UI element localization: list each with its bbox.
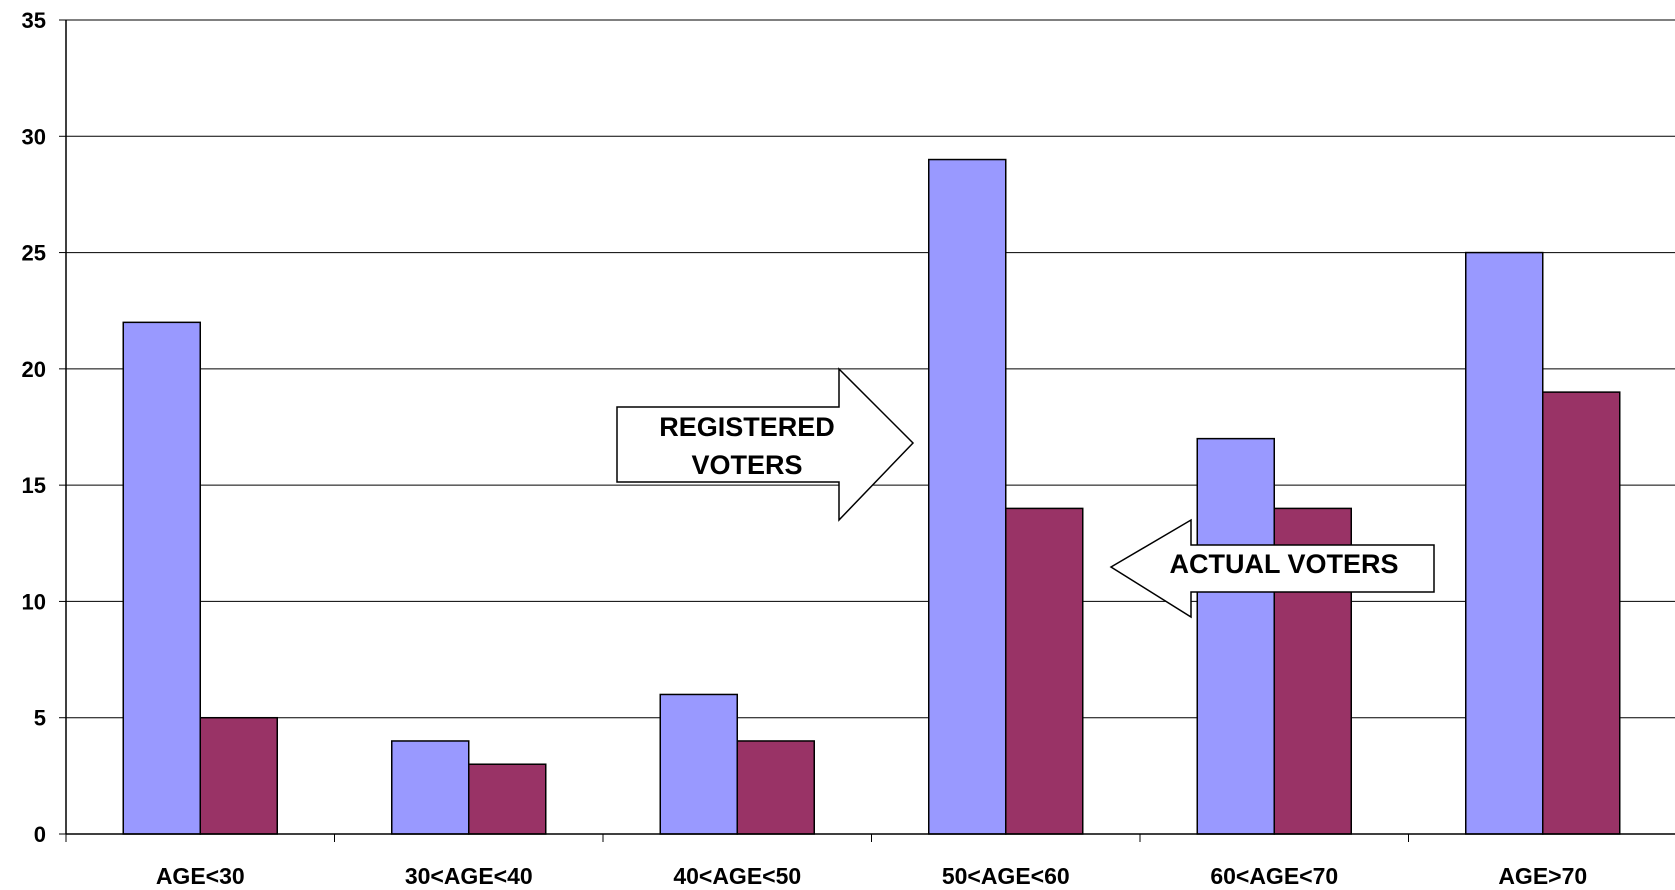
bar-actual-voters-5 [1542,391,1621,835]
actual-voters-callout: ACTUAL VOTERS [1109,518,1435,619]
x-category-label: AGE<30 [156,863,245,889]
y-tick-label: 15 [22,473,46,498]
actual-voters-label: ACTUAL VOTERS [1169,549,1398,579]
y-tick-label: 30 [22,124,46,149]
bar-actual-voters-2 [736,740,815,835]
bars [122,158,1621,835]
bar-registered-voters-5 [1465,251,1544,835]
x-category-label: 30<AGE<40 [405,863,533,889]
y-tick-label: 0 [34,822,46,847]
axes [59,19,1675,842]
y-tick-label: 5 [34,706,46,731]
gridlines [66,19,1675,719]
y-tick-label: 20 [22,357,46,382]
x-category-label: 50<AGE<60 [942,863,1070,889]
y-tick-label: 35 [22,8,46,33]
registered-voters-label-line1: REGISTERED [659,412,835,442]
bar-registered-voters-4 [1196,437,1275,835]
x-category-label: 60<AGE<70 [1210,863,1338,889]
registered-voters-label-line2: VOTERS [691,450,802,480]
x-category-labels: AGE<30 30<AGE<40 40<AGE<50 50<AGE<60 60<AGE<… [156,863,1587,889]
bar-registered-voters-3 [928,158,1007,835]
bar-actual-voters-3 [1005,507,1084,835]
x-category-label: AGE>70 [1498,863,1587,889]
bar-registered-voters-0 [122,321,201,835]
y-tick-label: 10 [22,589,46,614]
bar-actual-voters-0 [199,716,278,835]
right-arrow-shape [616,367,915,522]
bar-actual-voters-1 [468,763,547,835]
bar-registered-voters-2 [659,693,738,835]
y-tick-labels: 0 5 10 15 20 25 30 35 [22,8,46,847]
left-arrow-shape [1109,518,1435,619]
y-tick-label: 25 [22,241,46,266]
x-category-label: 40<AGE<50 [673,863,801,889]
registered-voters-callout: REGISTERED VOTERS [616,367,915,522]
bar-registered-voters-1 [391,740,470,835]
